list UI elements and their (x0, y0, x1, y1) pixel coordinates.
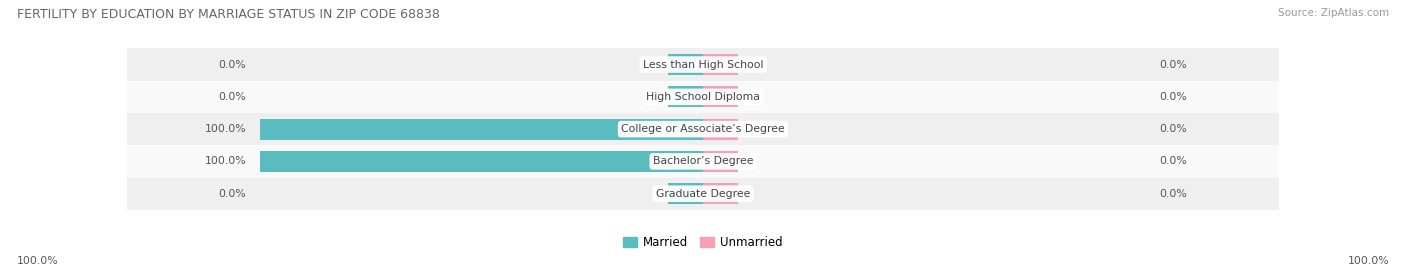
Text: 100.0%: 100.0% (17, 256, 59, 266)
Bar (703, 119, 738, 140)
Bar (260, 151, 703, 172)
Legend: Married, Unmarried: Married, Unmarried (623, 236, 783, 249)
Bar (127, 145, 1279, 178)
Bar (668, 183, 703, 204)
Bar (668, 86, 703, 107)
Text: 100.0%: 100.0% (205, 124, 246, 134)
Bar (668, 54, 703, 75)
Text: 0.0%: 0.0% (218, 189, 246, 199)
Bar (127, 48, 1279, 81)
Text: 0.0%: 0.0% (218, 92, 246, 102)
Text: College or Associate’s Degree: College or Associate’s Degree (621, 124, 785, 134)
Text: Less than High School: Less than High School (643, 59, 763, 70)
Text: Graduate Degree: Graduate Degree (655, 189, 751, 199)
Text: 0.0%: 0.0% (1160, 59, 1188, 70)
Text: FERTILITY BY EDUCATION BY MARRIAGE STATUS IN ZIP CODE 68838: FERTILITY BY EDUCATION BY MARRIAGE STATU… (17, 8, 440, 21)
Bar (260, 119, 703, 140)
Text: 0.0%: 0.0% (1160, 189, 1188, 199)
Text: High School Diploma: High School Diploma (647, 92, 759, 102)
Text: Bachelor’s Degree: Bachelor’s Degree (652, 156, 754, 167)
Bar (127, 178, 1279, 210)
Text: 0.0%: 0.0% (1160, 92, 1188, 102)
Text: 100.0%: 100.0% (1347, 256, 1389, 266)
Text: 100.0%: 100.0% (205, 156, 246, 167)
Text: 0.0%: 0.0% (1160, 124, 1188, 134)
Text: Source: ZipAtlas.com: Source: ZipAtlas.com (1278, 8, 1389, 18)
Bar (703, 183, 738, 204)
Text: 0.0%: 0.0% (218, 59, 246, 70)
Bar (703, 86, 738, 107)
Text: 0.0%: 0.0% (1160, 156, 1188, 167)
Bar (703, 54, 738, 75)
Bar (703, 151, 738, 172)
Bar (127, 81, 1279, 113)
Bar (127, 113, 1279, 145)
